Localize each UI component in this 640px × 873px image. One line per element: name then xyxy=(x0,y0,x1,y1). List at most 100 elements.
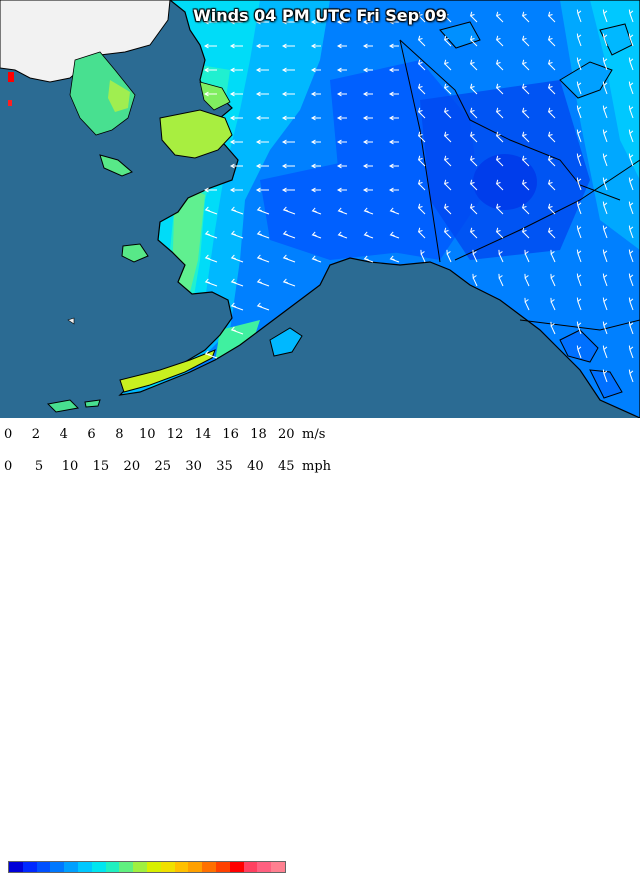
wind-arrow xyxy=(446,253,452,263)
aleutian-island xyxy=(46,399,80,413)
wind-arrow xyxy=(629,277,634,287)
wind-arrow-head xyxy=(255,139,261,145)
wind-arrow-head xyxy=(230,326,236,331)
wind-arrow-head xyxy=(521,179,527,185)
wind-arrow-head xyxy=(363,255,369,261)
wind-arrow xyxy=(629,325,634,335)
color-swatch xyxy=(146,862,161,872)
wind-arrow xyxy=(548,39,556,47)
wind-arrow xyxy=(603,37,608,47)
wind-arrow xyxy=(603,325,608,335)
wind-arrow xyxy=(522,111,530,119)
wind-arrow-head xyxy=(256,302,262,307)
color-swatch xyxy=(105,862,120,872)
wind-arrow-head xyxy=(628,321,634,327)
wind-arrow-head xyxy=(521,83,527,89)
wind-arrow-head xyxy=(495,83,501,89)
wind-arrow-head xyxy=(336,163,342,169)
panhandle-island xyxy=(559,329,599,363)
wind-arrow xyxy=(498,253,504,263)
wind-arrow-head xyxy=(576,153,582,159)
wind-arrow-head xyxy=(281,187,287,193)
wind-arrow-head xyxy=(521,59,527,65)
wind-arrow xyxy=(522,135,530,143)
wind-arrow-head xyxy=(230,278,236,283)
wind-arrow-head xyxy=(628,129,634,135)
wind-arrow xyxy=(577,253,582,263)
wind-arrow-head xyxy=(310,67,316,73)
color-swatch xyxy=(91,862,106,872)
wind-arrow-head xyxy=(498,249,503,255)
wind-arrow-head xyxy=(255,91,261,97)
wind-arrow-head xyxy=(336,43,342,49)
wind-arrow-head xyxy=(204,206,210,211)
wind-arrow-head xyxy=(547,179,553,185)
wind-arrow xyxy=(444,231,452,239)
wind-arrow-head xyxy=(495,227,501,233)
wind-arrow-head xyxy=(281,67,287,73)
wind-arrow-head xyxy=(469,155,475,161)
wind-arrow xyxy=(603,13,608,23)
wind-arrow-head xyxy=(417,203,423,209)
color-scale-bar xyxy=(8,861,286,873)
wind-arrow xyxy=(420,253,426,263)
wind-arrow-head xyxy=(469,203,475,209)
color-swatch xyxy=(174,862,189,872)
mph-tick-label: 10 xyxy=(61,459,79,474)
wind-arrow-head xyxy=(576,345,582,351)
wind-arrow xyxy=(548,207,556,215)
wind-arrow-head xyxy=(602,249,608,255)
color-swatch xyxy=(243,862,258,872)
ms-tick-label: 12 xyxy=(166,427,184,442)
wind-arrow-head xyxy=(230,230,236,235)
wind-arrow-head xyxy=(204,350,210,355)
wind-arrow xyxy=(603,373,608,383)
wind-arrow xyxy=(629,205,634,215)
wind-arrow xyxy=(603,253,608,263)
wind-arrow-head xyxy=(550,249,555,255)
wind-arrow-head xyxy=(495,11,501,17)
mph-tick-label: 5 xyxy=(34,459,44,474)
wind-arrow xyxy=(470,231,478,239)
wind-arrow xyxy=(548,111,556,119)
wind-arrow xyxy=(577,301,582,311)
wind-arrow xyxy=(496,231,504,239)
arctic-island xyxy=(559,61,613,99)
wind-arrow-head xyxy=(550,321,555,327)
wind-arrow xyxy=(629,229,634,239)
nunivak-island xyxy=(121,243,149,263)
color-swatch xyxy=(77,862,92,872)
wind-arrow-head xyxy=(229,163,235,169)
wind-arrow-head xyxy=(281,139,287,145)
wind-arrow-head xyxy=(469,59,475,65)
ms-tick-label: 18 xyxy=(250,427,267,442)
wind-arrow xyxy=(444,39,452,47)
wind-arrow xyxy=(603,61,608,71)
wind-arrow-head xyxy=(281,43,287,49)
wind-arrow xyxy=(550,325,556,335)
color-swatch xyxy=(160,862,175,872)
wind-arrow-head xyxy=(310,163,316,169)
wind-arrow-head xyxy=(417,131,423,137)
wind-arrow-head xyxy=(389,255,395,261)
wind-arrow xyxy=(470,39,478,47)
wind-arrow-head xyxy=(469,35,475,41)
wind-arrow-head xyxy=(443,11,449,17)
wind-arrow xyxy=(496,159,504,167)
wind-arrow xyxy=(444,135,452,143)
aleutian-island xyxy=(119,349,216,393)
wind-arrow xyxy=(496,63,504,71)
wind-arrow xyxy=(418,135,426,143)
wind-arrow-head xyxy=(388,139,394,145)
wind-arrow-head xyxy=(230,206,236,211)
wind-arrow-head xyxy=(282,206,288,211)
mph-tick-label: 45 xyxy=(278,459,295,474)
wind-arrow xyxy=(418,63,426,71)
wind-arrow-head xyxy=(204,230,210,235)
wind-arrow-head xyxy=(443,83,449,89)
wind-arrow-head xyxy=(469,131,475,137)
wind-arrow-head xyxy=(229,43,235,49)
wind-arrow-head xyxy=(547,107,553,113)
st-lawrence-island xyxy=(99,154,133,177)
wind-arrow-head xyxy=(547,59,553,65)
